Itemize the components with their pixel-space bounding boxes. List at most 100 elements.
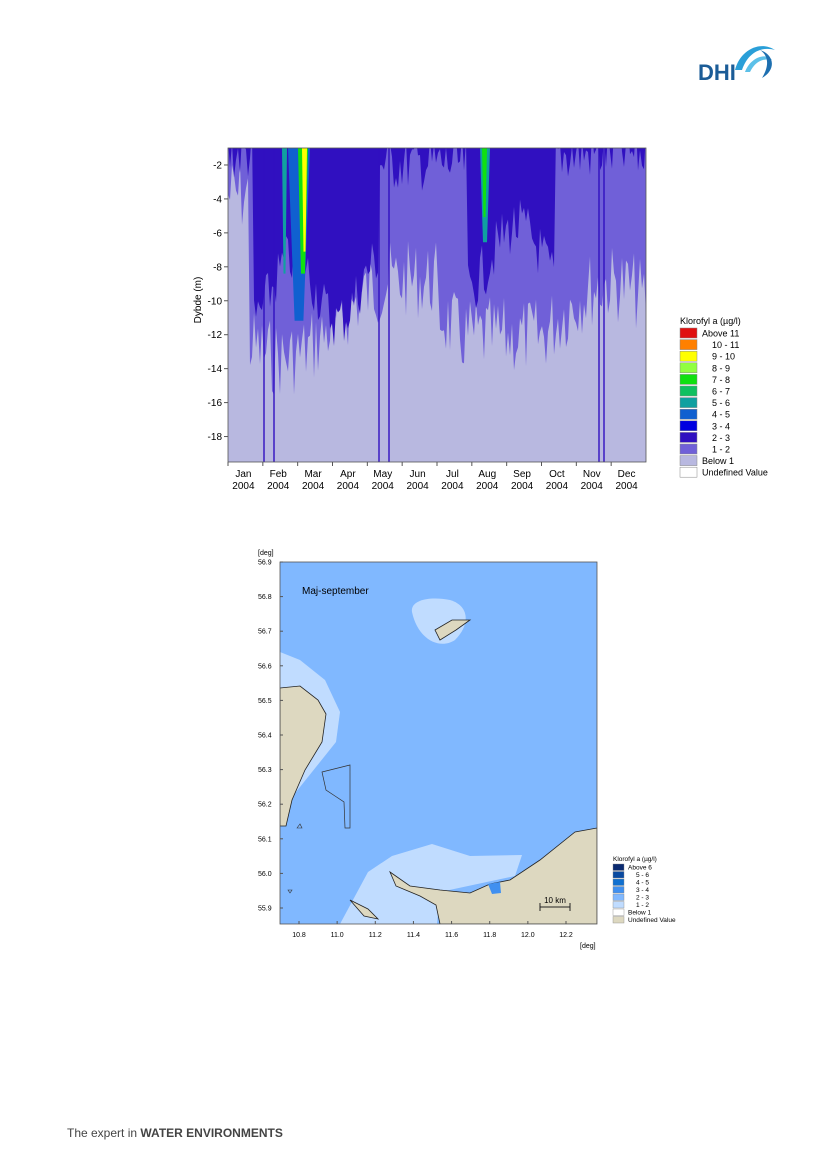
x-tick-year: 2004 — [581, 481, 604, 492]
x-tick-month: Nov — [583, 469, 601, 480]
x-tick-year: 2004 — [372, 481, 395, 492]
logo-text: DHI — [698, 60, 736, 85]
y-tick-label: 56.9 — [258, 560, 272, 567]
legend-label: 2 - 3 — [712, 433, 730, 443]
legend-swatch — [679, 362, 698, 374]
x-tick-year: 2004 — [546, 481, 569, 492]
legend-swatch — [612, 893, 625, 901]
legend-swatch — [612, 916, 625, 924]
x-tick-year: 2004 — [615, 481, 638, 492]
x-tick-month: May — [373, 469, 392, 480]
y-tick-label: -8 — [213, 262, 222, 273]
x-tick-year: 2004 — [337, 481, 360, 492]
x-tick-label: 11.2 — [369, 932, 382, 939]
legend-label: Below 1 — [702, 456, 734, 466]
y-tick-label: -4 — [213, 194, 222, 205]
map: Maj-september [deg] [deg] 10 km 56.9 56.8… — [258, 550, 676, 950]
y-tick-label: 56.4 — [258, 733, 272, 740]
legend-label: 7 - 8 — [712, 375, 730, 385]
y-tick-label: 56.0 — [258, 871, 272, 878]
x-tick-year: 2004 — [511, 481, 534, 492]
y-unit: [deg] — [258, 550, 274, 557]
x-tick-year: 2004 — [302, 481, 325, 492]
depth-time-plot: Dybde (m) -2-4-6-8-10-12-14-16-18Jan2004… — [193, 147, 768, 492]
legend-label: Undefined Value — [702, 468, 768, 478]
legend: Klorofyl a (µg/l) Above 65 - 64 - 53 - 42… — [612, 856, 676, 924]
x-tick-label: 11.4 — [407, 932, 420, 939]
legend-swatch — [679, 374, 698, 385]
x-tick-month: Dec — [618, 469, 636, 480]
x-tick-year: 2004 — [267, 481, 290, 492]
y-tick-label: -6 — [213, 228, 222, 239]
y-tick-label: 56.8 — [258, 594, 272, 601]
x-tick-label: 10.8 — [292, 932, 306, 939]
map-frame — [279, 561, 598, 925]
legend-swatch — [679, 397, 698, 408]
deep-streak — [598, 148, 600, 462]
legend-label: Below 1 — [628, 910, 652, 917]
x-tick-year: 2004 — [406, 481, 429, 492]
x-tick-year: 2004 — [476, 481, 499, 492]
legend-swatch — [679, 420, 698, 432]
scale-label: 10 km — [544, 896, 566, 905]
y-tick-label: -10 — [208, 296, 223, 307]
legend-swatch — [679, 443, 698, 455]
legend-swatch — [679, 339, 698, 350]
legend-swatch — [679, 408, 698, 420]
x-tick-month: Jul — [446, 469, 459, 480]
x-tick-label: 11.8 — [483, 932, 496, 939]
x-tick-month: Mar — [304, 469, 322, 480]
legend-label: 2 - 3 — [636, 895, 649, 902]
legend-swatch — [612, 908, 625, 916]
legend-label: 9 - 10 — [712, 352, 735, 362]
legend-label: Above 11 — [702, 329, 739, 339]
deep-streak — [388, 148, 390, 462]
y-tick-label: 56.7 — [258, 629, 272, 636]
legend-swatch — [679, 432, 698, 443]
x-tick-label: 11.0 — [331, 932, 344, 939]
footer: The expert in WATER ENVIRONMENTS — [67, 1126, 283, 1140]
scale-bar: 10 km — [539, 896, 571, 911]
y-axis-label: Dybde (m) — [193, 277, 204, 324]
legend-swatch — [679, 327, 698, 339]
legend-label: Above 6 — [628, 865, 652, 872]
legend-swatch — [612, 878, 625, 886]
y-tick-label: -2 — [213, 160, 222, 171]
legend-label: Undefined Value — [628, 917, 676, 924]
x-tick-month: Sep — [513, 469, 531, 480]
footer-emphasis: WATER ENVIRONMENTS — [140, 1126, 282, 1140]
legend-label: 3 - 4 — [712, 421, 730, 431]
x-tick-year: 2004 — [441, 481, 464, 492]
legend-swatch — [679, 385, 698, 397]
y-tick-label: -18 — [208, 432, 223, 443]
legend-swatch — [612, 871, 625, 879]
legend-label: 8 - 9 — [712, 363, 730, 373]
legend-label: 4 - 5 — [636, 880, 649, 887]
x-tick-label: 12.2 — [559, 932, 573, 939]
footer-prefix: The expert in — [67, 1126, 137, 1140]
x-tick-year: 2004 — [232, 481, 255, 492]
band-2-3 — [228, 148, 646, 347]
legend-label: 4 - 5 — [712, 410, 730, 420]
x-tick-month: Oct — [549, 469, 565, 480]
y-tick-label: 56.6 — [258, 663, 272, 670]
x-tick-month: Jan — [235, 469, 251, 480]
y-tick-label: -16 — [208, 398, 223, 409]
logo: DHI — [698, 46, 775, 85]
legend-label: 1 - 2 — [712, 445, 730, 455]
legend-label: 6 - 7 — [712, 387, 730, 397]
x-tick-month: Jun — [410, 469, 426, 480]
deep-streak — [603, 148, 605, 462]
y-tick-label: 56.3 — [258, 767, 272, 774]
legend-swatch — [612, 863, 625, 871]
legend-label: 10 - 11 — [712, 340, 739, 350]
legend-label: 5 - 6 — [712, 398, 730, 408]
legend-swatch — [679, 466, 698, 478]
band-9-10 — [302, 148, 307, 252]
deep-streak — [273, 148, 275, 462]
y-tick-label: 56.2 — [258, 802, 272, 809]
x-tick-label: 11.6 — [445, 932, 458, 939]
band-5-6 — [282, 148, 287, 274]
y-tick-label: 56.5 — [258, 698, 272, 705]
